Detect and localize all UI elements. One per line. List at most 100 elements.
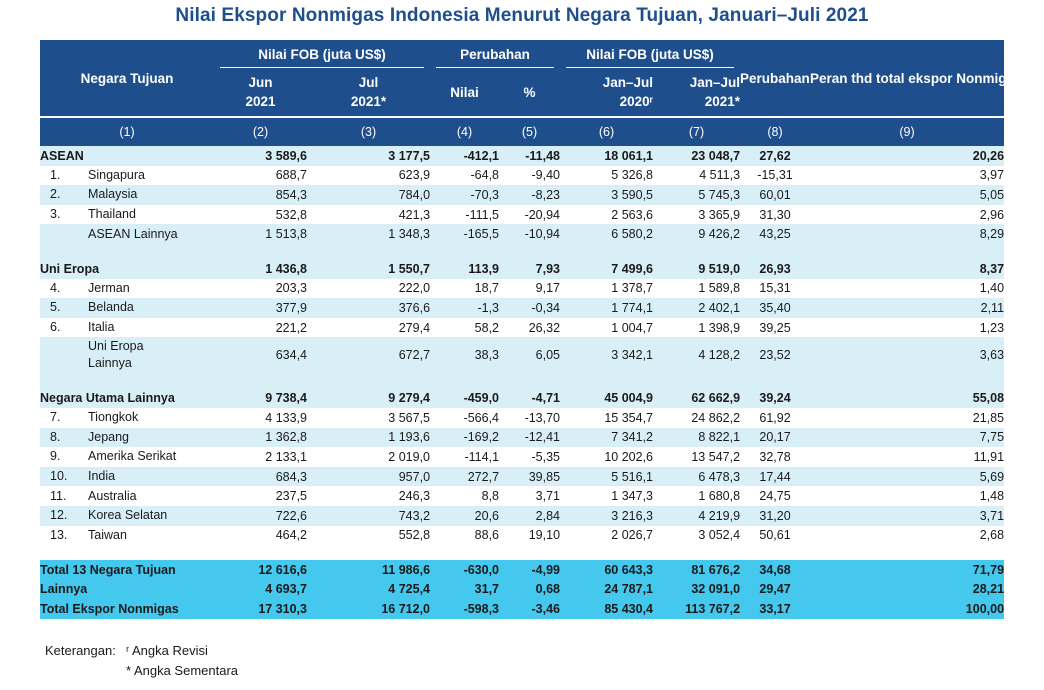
legend: Keterangan: ʳ Angka Revisi * Angka Sement… (45, 641, 238, 681)
table-cell: -9,40 (499, 165, 561, 186)
country-cell: 12. Korea Selatan (40, 505, 214, 526)
table-cell: 26,32 (499, 317, 561, 338)
table-cell: 7,93 (499, 258, 561, 279)
table-cell: 20,6 (430, 505, 500, 526)
table-cell: 3 590,5 (560, 185, 654, 205)
table-cell: -64,8 (430, 165, 500, 186)
table-cell: 38,3 (430, 337, 500, 374)
table-cell: 9 426,2 (653, 224, 741, 244)
table-cell: 464,2 (214, 525, 307, 546)
table-cell: 39,85 (499, 466, 561, 487)
country-name: ASEAN Lainnya (88, 226, 178, 241)
table-cell: 272,7 (430, 466, 500, 487)
table-row: 1. Singapura 688,7 623,9 -64,8 -9,40 5 326,8 4 … (40, 165, 1005, 186)
table-cell (40, 373, 214, 389)
table-row: 6. Italia 221,2 279,4 58,2 26,32 1 004,7 1 398,… (40, 317, 1005, 338)
table-cell: 623,9 (307, 165, 431, 186)
table-cell: 2,11 (810, 298, 1005, 318)
table-cell: 3 342,1 (560, 337, 654, 374)
header-jul-2021: Jul 2021* (307, 68, 431, 117)
country-cell: 5. Belanda (40, 298, 214, 318)
table-cell (560, 243, 654, 259)
group-name: ASEAN (40, 146, 214, 166)
table-cell (740, 243, 811, 259)
country-name: Amerika Serikat (88, 449, 177, 464)
table-cell: 1 589,8 (653, 278, 741, 299)
table-cell (653, 373, 741, 389)
country-cell: 2. Malaysia (40, 185, 214, 205)
table-cell: 1 513,8 (214, 224, 307, 244)
table-cell (499, 545, 561, 561)
country-cell: ASEAN Lainnya (40, 224, 214, 244)
table-cell: -15,31 (740, 165, 811, 186)
table-header: Negara Tujuan Nilai FOB (juta US$) Perub… (40, 40, 1005, 117)
table-cell (653, 545, 741, 561)
table-cell: 7,75 (810, 427, 1005, 448)
table-cell: -0,34 (499, 298, 561, 318)
table-cell (430, 545, 500, 561)
group-name: Uni Eropa (40, 258, 214, 279)
table-cell: 27,62 (740, 146, 811, 166)
table-cell: 35,40 (740, 298, 811, 318)
country-cell: 6. Italia (40, 317, 214, 338)
table-cell: 24 862,2 (653, 407, 741, 428)
column-number: (5) (499, 116, 561, 146)
country-name: Jepang (88, 429, 130, 444)
table-cell: 31,20 (740, 505, 811, 526)
table-cell: 15,31 (740, 278, 811, 299)
table-cell: -630,0 (430, 560, 500, 580)
row-number: 11. (50, 488, 67, 503)
table-cell: 4 133,9 (214, 407, 307, 428)
column-number: (1) (40, 116, 214, 146)
table-cell: 10 202,6 (560, 447, 654, 467)
table-cell: 957,0 (307, 466, 431, 487)
table-cell: -4,71 (499, 388, 561, 408)
table-row: Uni Eropa Lainnya 634,4 672,7 38,3 6,05 3 342… (40, 337, 1005, 374)
header-jan-jul-2021: Jan–Jul 2021* (653, 68, 741, 117)
table-cell: 2 402,1 (653, 298, 741, 318)
table-cell: 15 354,7 (560, 407, 654, 428)
country-cell: 4. Jerman (40, 278, 214, 299)
table-cell (560, 373, 654, 389)
table-row (40, 545, 1005, 561)
row-number: 12. (50, 508, 68, 523)
table-cell: 421,3 (307, 204, 431, 225)
country-name: Malaysia (88, 187, 138, 202)
table-row: Total 13 Negara Tujuan 12 616,6 11 986,6 -6… (40, 560, 1005, 580)
header-perubahan: Perubahan (430, 40, 561, 68)
table-cell (499, 373, 561, 389)
country-name: Italia (88, 320, 115, 335)
table-cell: 23 048,7 (653, 146, 741, 166)
legend-revisi: ʳ Angka Revisi (126, 643, 208, 658)
legend-label: Keterangan: (45, 643, 116, 658)
column-number-row: (1) (2) (3) (4) (5) (6) (7) (8) (9) (40, 116, 1005, 146)
row-number: 8. (50, 429, 61, 444)
table-cell: 8,37 (810, 258, 1005, 279)
header-jan-jul-2020: Jan–Jul 2020ʳ (560, 68, 654, 117)
table-cell: 2,68 (810, 525, 1005, 546)
table-cell (430, 373, 500, 389)
table-cell: 9 519,0 (653, 258, 741, 279)
country-cell: 13. Taiwan (40, 525, 214, 546)
export-table: Negara Tujuan Nilai FOB (juta US$) Perub… (40, 40, 1005, 619)
table-cell: 58,2 (430, 317, 500, 338)
table-cell: 8 822,1 (653, 427, 741, 448)
row-number: 13. (50, 527, 68, 542)
table-cell: 222,0 (307, 278, 431, 299)
table-cell: -111,5 (430, 204, 500, 225)
table-body: ASEAN 3 589,6 3 177,5 -412,1 -11,48 18 061,1 2… (40, 146, 1005, 561)
table-cell: 39,25 (740, 317, 811, 338)
table-cell: 3 177,5 (307, 146, 431, 166)
table-row: 12. Korea Selatan 722,6 743,2 20,6 2,84 3 216,… (40, 505, 1005, 526)
country-cell: 8. Jepang (40, 427, 214, 448)
table-row: 11. Australia 237,5 246,3 8,8 3,71 1 347,3 1 68… (40, 486, 1005, 506)
table-cell: -459,0 (430, 388, 500, 408)
table-row: 9. Amerika Serikat 2 133,1 2 019,0 -114,1 -5,… (40, 447, 1005, 467)
table-cell: 113 767,2 (653, 599, 741, 619)
table-row: Negara Utama Lainnya 9 738,4 9 279,4 -459,0… (40, 388, 1005, 408)
table-cell: 1 193,6 (307, 427, 431, 448)
country-name: Belanda (88, 300, 134, 315)
table-row: 8. Jepang 1 362,8 1 193,6 -169,2 -12,41 7 341,… (40, 427, 1005, 448)
table-cell: 0,68 (499, 579, 561, 600)
table-cell: 784,0 (307, 185, 431, 205)
